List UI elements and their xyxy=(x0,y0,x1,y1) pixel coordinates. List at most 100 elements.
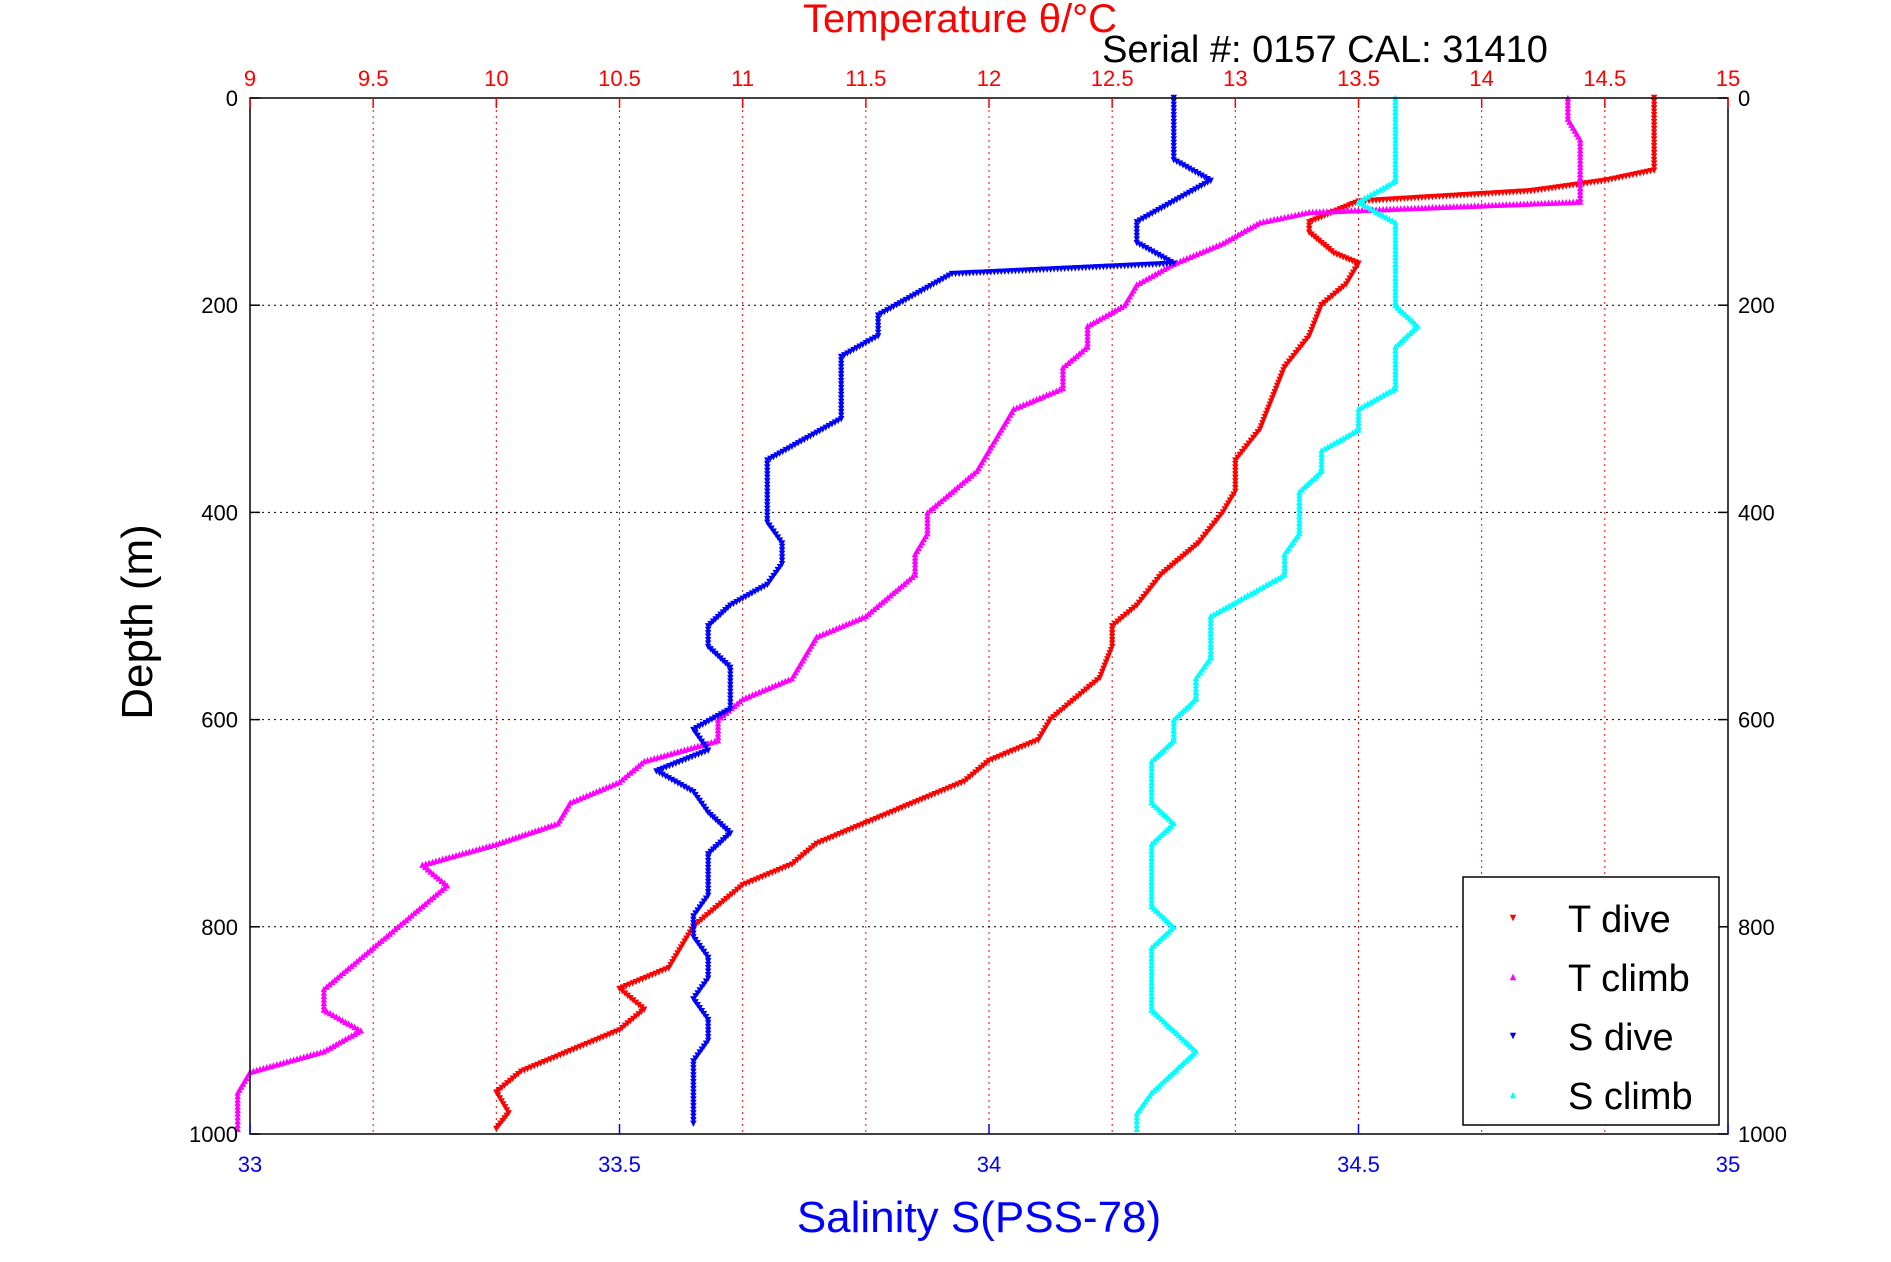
t-climb-point xyxy=(320,996,328,1003)
s-dive-point xyxy=(1182,191,1190,198)
s-dive-point xyxy=(1173,158,1181,166)
t-climb-point xyxy=(1577,191,1584,198)
s-climb-point xyxy=(1392,288,1399,295)
s-climb-point xyxy=(1148,978,1155,986)
s-dive-point xyxy=(874,315,882,323)
s-dive-point xyxy=(874,329,882,337)
s-dive-point xyxy=(778,543,786,551)
s-dive-point xyxy=(1204,179,1211,186)
s-dive-point xyxy=(757,585,765,592)
s-climb-point xyxy=(1392,232,1399,240)
t-climb-point xyxy=(911,561,919,568)
s-dive-point xyxy=(704,630,712,637)
s-dive-point xyxy=(690,1113,697,1120)
t-climb-point xyxy=(320,1003,328,1010)
s-dive-point xyxy=(1192,169,1199,176)
serial-cal-label: Serial #: 0157 CAL: 31410 xyxy=(1102,29,1548,71)
s-dive-point xyxy=(704,971,712,979)
t-climb-point xyxy=(911,567,919,575)
t-climb-point xyxy=(714,716,722,723)
s-dive-point xyxy=(782,447,789,454)
s-climb-point xyxy=(1392,357,1399,364)
temperature-tick-label: 13 xyxy=(1223,66,1247,91)
s-dive-point xyxy=(714,712,722,720)
s-climb-point xyxy=(1392,267,1399,274)
depth-tick-label-right: 800 xyxy=(1738,915,1775,940)
temperature-tick-label: 15 xyxy=(1716,66,1740,91)
t-climb-point xyxy=(234,1121,241,1129)
s-climb-point xyxy=(1318,457,1325,464)
s-dive-point xyxy=(828,421,836,428)
s-climb-point xyxy=(1207,647,1214,654)
t-dive-point xyxy=(1232,457,1239,464)
s-climb-point xyxy=(1392,243,1399,250)
series-layer xyxy=(234,94,1658,1133)
s-dive-point xyxy=(761,583,768,590)
s-climb-point xyxy=(1148,795,1155,803)
t-climb-point xyxy=(1564,101,1572,109)
s-climb-point xyxy=(1170,726,1177,734)
s-dive-point xyxy=(865,338,873,345)
s-dive-point xyxy=(748,590,756,597)
s-climb-point xyxy=(1392,222,1399,229)
t-dive-point xyxy=(1650,150,1658,157)
s-climb-point xyxy=(1148,954,1155,962)
s-climb-point xyxy=(1296,519,1303,526)
t-climb-point xyxy=(1059,367,1067,375)
s-climb-point xyxy=(1392,364,1399,371)
s-climb-point xyxy=(1148,961,1155,968)
s-climb-point xyxy=(1318,460,1325,468)
s-dive-point xyxy=(847,348,854,356)
s-dive-point xyxy=(838,374,845,381)
s-climb-point xyxy=(1133,1121,1140,1129)
s-dive-point xyxy=(878,310,885,318)
s-climb-point xyxy=(1148,899,1155,906)
s-climb-point xyxy=(1318,450,1325,457)
s-climb-point xyxy=(1207,630,1214,637)
s-dive-point xyxy=(1207,177,1214,185)
s-dive-point xyxy=(704,1030,712,1038)
s-dive-point xyxy=(684,785,691,792)
temperature-tick-label: 12.5 xyxy=(1091,66,1134,91)
s-dive-point xyxy=(1179,193,1187,200)
t-climb-point xyxy=(320,989,328,996)
t-dive-point xyxy=(1306,222,1313,229)
t-climb-point xyxy=(1577,136,1584,143)
series-t-dive xyxy=(493,94,1658,1133)
t-climb-point xyxy=(1084,333,1091,340)
s-climb-point xyxy=(1355,422,1362,430)
s-climb-point xyxy=(1148,985,1155,993)
s-climb-point xyxy=(1207,616,1214,623)
s-dive-point xyxy=(942,274,950,281)
s-dive-point xyxy=(948,270,956,278)
s-dive-point xyxy=(736,597,743,604)
s-climb-point xyxy=(1192,674,1200,682)
s-dive-point xyxy=(1133,229,1140,236)
s-climb-point xyxy=(1207,626,1214,634)
s-dive-point xyxy=(1170,125,1177,133)
s-dive-point xyxy=(770,453,777,461)
s-dive-point xyxy=(690,1089,697,1096)
s-climb-point xyxy=(1148,951,1155,958)
t-climb-point xyxy=(1577,150,1584,157)
s-climb-point xyxy=(1392,270,1399,278)
s-climb-point xyxy=(1148,892,1155,899)
s-climb-point xyxy=(1392,257,1399,264)
s-dive-point xyxy=(1148,210,1156,217)
s-dive-point xyxy=(739,595,746,602)
s-dive-point xyxy=(690,1103,697,1110)
s-dive-point xyxy=(696,723,703,730)
s-dive-point xyxy=(668,776,676,784)
t-dive-point xyxy=(1232,485,1239,492)
depth-tick-label-left: 600 xyxy=(201,708,238,733)
s-climb-point xyxy=(1148,871,1155,879)
s-dive-point xyxy=(822,424,830,431)
legend-label-s-climb: S climb xyxy=(1568,1076,1693,1118)
s-climb-point xyxy=(1296,516,1303,523)
s-dive-point xyxy=(788,443,796,450)
temperature-tick-label: 14 xyxy=(1469,66,1493,91)
s-climb-point xyxy=(1392,112,1399,119)
s-climb-point xyxy=(1148,864,1155,872)
s-dive-point xyxy=(838,409,845,416)
t-climb-point xyxy=(1577,143,1584,150)
